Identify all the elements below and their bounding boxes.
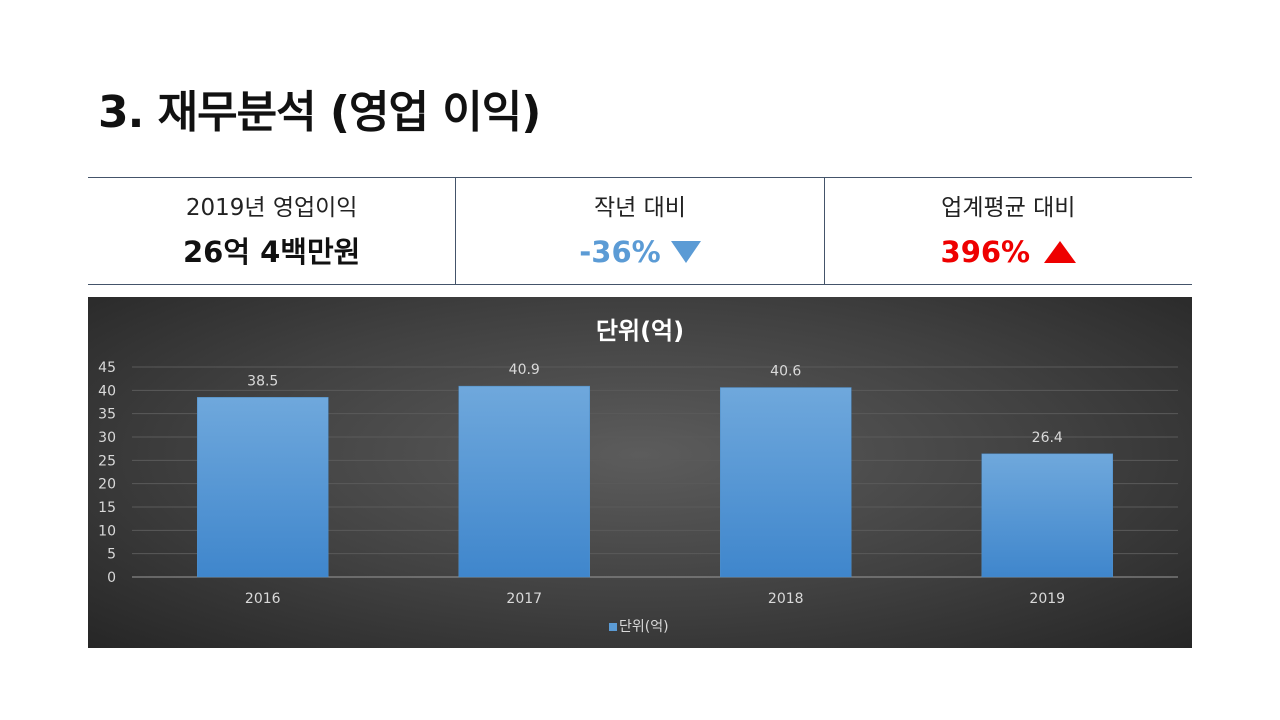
x-axis: 2016 2017 2018 2019 (245, 591, 1065, 607)
y-tick-label: 45 (98, 360, 116, 376)
y-axis: 0 5 10 15 20 25 30 35 40 45 (98, 360, 116, 586)
data-label: 26.4 (1032, 430, 1063, 446)
kpi-value-row: 26억 4백만원 (88, 234, 455, 270)
chart-legend: 단위(억) (609, 619, 669, 635)
y-tick-label: 40 (98, 383, 116, 399)
kpi-value: 26억 4백만원 (182, 235, 361, 269)
data-label: 40.9 (509, 362, 540, 378)
y-tick-label: 25 (98, 453, 116, 469)
x-tick-label: 2018 (768, 591, 804, 607)
y-tick-label: 20 (98, 477, 116, 493)
page-title: 3. 재무분석 (영업 이익) (98, 87, 541, 138)
y-tick-label: 35 (98, 407, 116, 423)
up-triangle-icon (1044, 241, 1077, 263)
kpi-value: 396% (940, 235, 1031, 269)
kpi-value-row: 396% (825, 234, 1192, 270)
data-labels: 38.5 40.9 40.6 26.4 (247, 362, 1063, 446)
y-tick-label: 0 (107, 570, 116, 586)
x-tick-label: 2019 (1029, 591, 1065, 607)
bar (720, 387, 852, 578)
x-tick-label: 2016 (245, 591, 281, 607)
y-tick-label: 30 (98, 430, 116, 446)
y-tick-label: 10 (98, 523, 116, 539)
kpi-label: 업계평균 대비 (941, 195, 1076, 221)
bar (981, 453, 1113, 578)
kpi-vs-industry: 업계평균 대비 396% (823, 178, 1192, 284)
data-label: 40.6 (770, 364, 801, 380)
bar-chart: 0 5 10 15 20 25 30 35 40 45 38.5 40.9 40.6 26.4 2016… (88, 297, 1192, 648)
kpi-table: 2019년 영업이익 26억 4백만원 작년 대비 -36% 업계평균 대비 3… (88, 177, 1192, 285)
kpi-value-row: -36% (456, 234, 823, 270)
kpi-operating-profit: 2019년 영업이익 26억 4백만원 (88, 178, 455, 284)
kpi-value: -36% (579, 235, 661, 269)
bar (197, 397, 329, 578)
bar (458, 385, 590, 578)
bars (197, 385, 1113, 578)
legend-label: 단위(억) (619, 619, 669, 635)
y-tick-label: 15 (98, 500, 116, 516)
chart-canvas: 0 5 10 15 20 25 30 35 40 45 38.5 40.9 40.6 26.4 2016… (98, 317, 1178, 635)
kpi-label: 2019년 영업이익 (185, 195, 358, 221)
chart-title: 단위(억) (596, 317, 684, 345)
data-label: 38.5 (247, 373, 278, 389)
y-tick-label: 5 (107, 547, 116, 563)
kpi-label: 작년 대비 (594, 195, 686, 221)
legend-swatch (609, 623, 617, 631)
x-tick-label: 2017 (506, 591, 542, 607)
kpi-year-over-year: 작년 대비 -36% (455, 178, 823, 284)
down-triangle-icon (670, 241, 701, 263)
